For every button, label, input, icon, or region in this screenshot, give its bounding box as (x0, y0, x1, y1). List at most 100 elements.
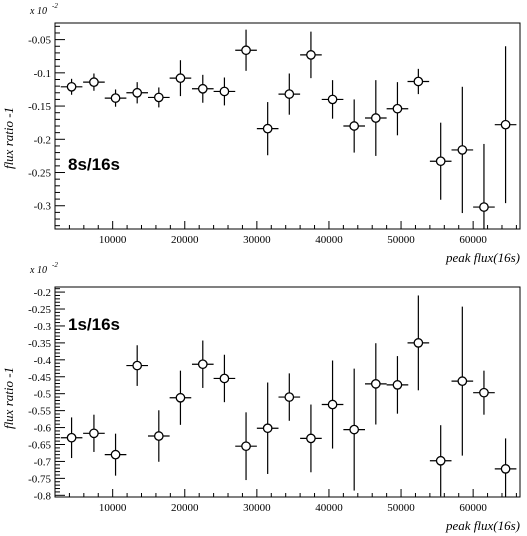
y-tick-label: -0.25 (28, 168, 51, 180)
data-marker (241, 441, 251, 452)
y-tick-label: -0.55 (28, 406, 51, 418)
data-marker (479, 387, 489, 398)
data-marker (306, 433, 316, 444)
data-point (126, 82, 148, 104)
y-scale-exponent-bottom: -2 (52, 261, 58, 269)
data-point (386, 356, 409, 414)
data-point (407, 295, 430, 391)
data-points-top (60, 29, 517, 229)
data-marker (479, 202, 489, 212)
data-point (300, 31, 322, 79)
data-marker (392, 103, 403, 114)
data-marker (110, 93, 121, 103)
y-tick-label: -0.75 (28, 473, 51, 485)
data-point (256, 382, 279, 474)
x-tick-label: 20000 (171, 234, 199, 246)
data-point (451, 306, 474, 456)
data-point (213, 354, 236, 403)
data-point (343, 99, 365, 153)
data-point (148, 410, 170, 462)
data-point (473, 143, 495, 229)
data-marker (197, 359, 208, 370)
data-point (104, 433, 127, 476)
data-marker (413, 338, 424, 348)
x-tick-label: 30000 (243, 502, 271, 514)
y-scale-label-bottom: x 10 (29, 265, 47, 276)
y-tick-label: -0.5 (34, 389, 52, 401)
data-marker (370, 379, 381, 389)
y-tick-label: -0.25 (28, 304, 51, 316)
y-tick-label: -0.4 (34, 355, 52, 367)
x-tick-label: 50000 (387, 502, 415, 514)
data-marker (284, 89, 295, 99)
y-tick-label: -0.3 (34, 201, 52, 213)
data-marker (241, 45, 251, 56)
data-marker (435, 455, 446, 466)
y-tick-label: -0.1 (34, 68, 51, 80)
data-marker (89, 428, 99, 439)
data-point (169, 370, 192, 425)
data-marker (306, 50, 316, 60)
x-tick-label: 40000 (315, 234, 343, 246)
y-tick-label: -0.6 (34, 423, 52, 435)
data-marker (175, 392, 186, 403)
x-axis-title-top: peak flux(16s) (445, 250, 520, 265)
data-point (407, 68, 430, 95)
data-marker (66, 432, 77, 443)
data-marker (175, 73, 186, 84)
y-tick-label: -0.2 (34, 287, 51, 299)
data-marker (262, 423, 273, 434)
y-tick-label: -0.2 (34, 134, 51, 146)
data-point (83, 414, 105, 452)
y-tick-label: -0.15 (28, 101, 51, 113)
data-point (169, 60, 192, 97)
data-point (386, 82, 409, 136)
data-marker (219, 86, 230, 97)
data-point (126, 345, 148, 386)
data-point (235, 412, 257, 481)
panel-label-top: 8s/16s (68, 155, 120, 174)
x-ticks-top: 10000 20000 30000 40000 50000 60000 (54, 221, 517, 246)
data-marker (89, 77, 99, 87)
data-marker (392, 380, 403, 390)
data-point (148, 87, 170, 108)
data-marker (500, 119, 511, 130)
data-marker (110, 449, 121, 460)
data-marker (153, 92, 164, 103)
data-point (235, 29, 257, 71)
y-ticks-top: -0.05 -0.1 -0.15 -0.2 -0.25 -0.3 (28, 25, 65, 227)
x-tick-label: 40000 (315, 502, 343, 514)
data-point (429, 122, 452, 200)
data-marker (132, 87, 143, 98)
data-point (191, 74, 214, 103)
y-tick-label: -0.45 (28, 372, 51, 384)
data-point (60, 78, 83, 95)
y-tick-label: -0.05 (28, 35, 51, 47)
data-point (429, 425, 452, 497)
plot-frame-top (54, 22, 521, 230)
x-ticks-bottom: 10000 20000 30000 40000 50000 60000 (54, 489, 517, 514)
data-point (256, 102, 279, 156)
data-point (451, 86, 474, 214)
data-marker (262, 123, 273, 134)
y-tick-label: -0.3 (34, 321, 52, 333)
data-marker (500, 464, 511, 474)
y-scale-exponent-top: -2 (52, 2, 58, 10)
data-point (60, 417, 83, 459)
data-point (494, 46, 517, 204)
panel-bottom: 10000 20000 30000 40000 50000 60000 -0.2 -0.25… (1, 261, 521, 533)
data-marker (349, 121, 360, 131)
data-point (321, 80, 344, 119)
data-marker (132, 360, 143, 371)
x-tick-label: 20000 (171, 502, 199, 514)
data-marker (457, 376, 468, 387)
y-axis-title-top: flux ratio -1 (1, 107, 16, 169)
data-point (343, 368, 365, 491)
x-tick-label: 60000 (459, 234, 487, 246)
data-point (300, 404, 322, 473)
data-marker (370, 113, 381, 123)
data-points-bottom (60, 295, 517, 497)
data-marker (327, 399, 338, 410)
data-point (278, 373, 301, 421)
